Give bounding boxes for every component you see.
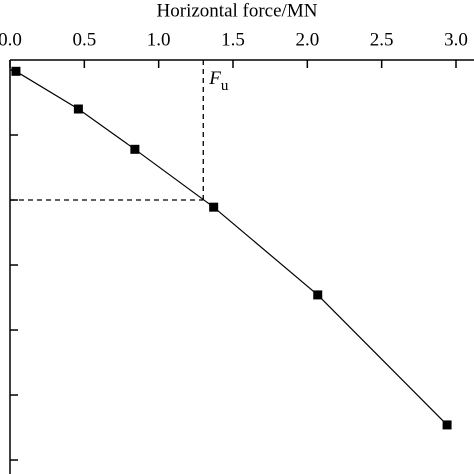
series-line [15,70,448,426]
x-tick-label: 1.0 [147,29,171,50]
data-point [11,66,21,76]
reference-label: Fu [208,68,229,94]
x-tick-label: 3.0 [444,29,468,50]
x-tick-label: 0.5 [72,29,96,50]
x-tick-label: 2.5 [370,29,394,50]
data-point [209,202,219,212]
data-point [313,290,323,300]
reference-subscript: u [221,78,229,94]
reference-symbol: F [208,68,221,89]
x-tick-label: 2.0 [295,29,319,50]
data-point [442,420,452,430]
data-point [73,104,83,114]
x-tick-label: 1.5 [221,29,245,50]
x-tick-label: 0.0 [0,29,22,50]
x-axis-title: Horizontal force/MN [157,0,318,21]
data-point [130,144,140,154]
